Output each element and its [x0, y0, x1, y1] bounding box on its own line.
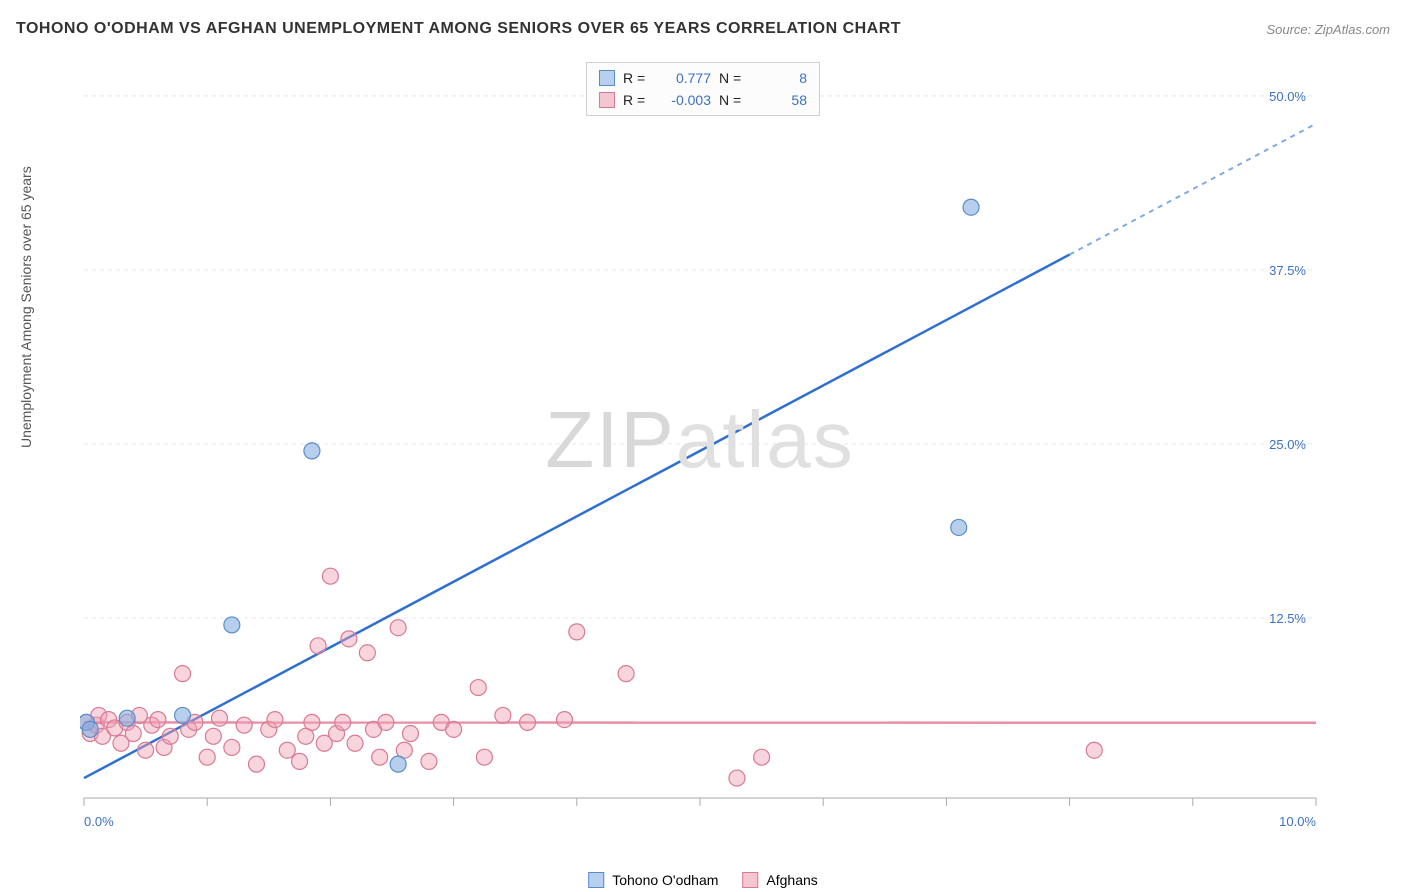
point-afghan — [754, 749, 770, 765]
point-afghan — [378, 714, 394, 730]
point-afghan — [359, 645, 375, 661]
point-afghan — [175, 666, 191, 682]
legend-row-blue: R = 0.777 N = 8 — [599, 67, 807, 89]
point-afghan — [341, 631, 357, 647]
point-tohono — [304, 443, 320, 459]
point-afghan — [729, 770, 745, 786]
series-legend: Tohono O'odham Afghans — [588, 872, 818, 888]
legend-n-label-2: N = — [719, 89, 749, 111]
point-afghan — [236, 717, 252, 733]
point-afghan — [390, 620, 406, 636]
legend-swatch-pink — [599, 92, 615, 108]
point-afghan — [347, 735, 363, 751]
point-tohono — [390, 756, 406, 772]
point-afghan — [205, 728, 221, 744]
point-afghan — [150, 712, 166, 728]
source-attribution: Source: ZipAtlas.com — [1266, 22, 1390, 37]
svg-text:10.0%: 10.0% — [1279, 814, 1316, 829]
legend-n-val-blue: 8 — [757, 67, 807, 89]
point-afghan — [279, 742, 295, 758]
point-afghan — [267, 712, 283, 728]
svg-text:50.0%: 50.0% — [1269, 89, 1306, 104]
point-afghan — [446, 721, 462, 737]
svg-text:12.5%: 12.5% — [1269, 611, 1306, 626]
point-afghan — [495, 707, 511, 723]
point-afghan — [476, 749, 492, 765]
scatter-chart: 12.5% 25.0% 37.5% 50.0% 0.0% 10.0% — [80, 60, 1320, 860]
legend-swatch-tohono — [588, 872, 604, 888]
point-afghan — [304, 714, 320, 730]
legend-r-label-2: R = — [623, 89, 653, 111]
legend-item-tohono: Tohono O'odham — [588, 872, 718, 888]
legend-r-val-pink: -0.003 — [661, 89, 711, 111]
legend-n-label: N = — [719, 67, 749, 89]
point-afghan — [292, 753, 308, 769]
svg-text:0.0%: 0.0% — [84, 814, 114, 829]
point-afghan — [470, 680, 486, 696]
point-afghan — [162, 728, 178, 744]
y-axis-label: Unemployment Among Seniors over 65 years — [18, 166, 34, 448]
point-afghan — [618, 666, 634, 682]
legend-swatch-afghan — [742, 872, 758, 888]
point-afghan — [569, 624, 585, 640]
point-tohono — [951, 519, 967, 535]
header: TOHONO O'ODHAM VS AFGHAN UNEMPLOYMENT AM… — [16, 20, 1390, 38]
point-afghan — [322, 568, 338, 584]
point-afghan — [199, 749, 215, 765]
svg-text:37.5%: 37.5% — [1269, 263, 1306, 278]
point-afghan — [212, 710, 228, 726]
legend-r-val-blue: 0.777 — [661, 67, 711, 89]
point-tohono — [82, 721, 98, 737]
correlation-legend: R = 0.777 N = 8 R = -0.003 N = 58 — [586, 62, 820, 116]
point-afghan — [1086, 742, 1102, 758]
point-afghan — [556, 712, 572, 728]
point-afghan — [335, 714, 351, 730]
point-afghan — [421, 753, 437, 769]
legend-r-label: R = — [623, 67, 653, 89]
point-afghan — [520, 714, 536, 730]
point-afghan — [125, 726, 141, 742]
point-afghan — [310, 638, 326, 654]
legend-item-afghan: Afghans — [742, 872, 817, 888]
point-afghan — [402, 726, 418, 742]
svg-text:25.0%: 25.0% — [1269, 437, 1306, 452]
legend-row-pink: R = -0.003 N = 58 — [599, 89, 807, 111]
point-tohono — [119, 710, 135, 726]
legend-n-val-pink: 58 — [757, 89, 807, 111]
point-tohono — [224, 617, 240, 633]
point-tohono — [963, 199, 979, 215]
chart-area: ZIPatlas 12.5%25.0%37.5%50.0%0.0%10.0% — [80, 60, 1320, 820]
point-afghan — [248, 756, 264, 772]
chart-title: TOHONO O'ODHAM VS AFGHAN UNEMPLOYMENT AM… — [16, 20, 901, 38]
legend-label-afghan: Afghans — [766, 872, 817, 888]
legend-swatch-blue — [599, 70, 615, 86]
point-afghan — [372, 749, 388, 765]
point-afghan — [224, 739, 240, 755]
point-afghan — [138, 742, 154, 758]
legend-label-tohono: Tohono O'odham — [612, 872, 718, 888]
point-tohono — [175, 707, 191, 723]
